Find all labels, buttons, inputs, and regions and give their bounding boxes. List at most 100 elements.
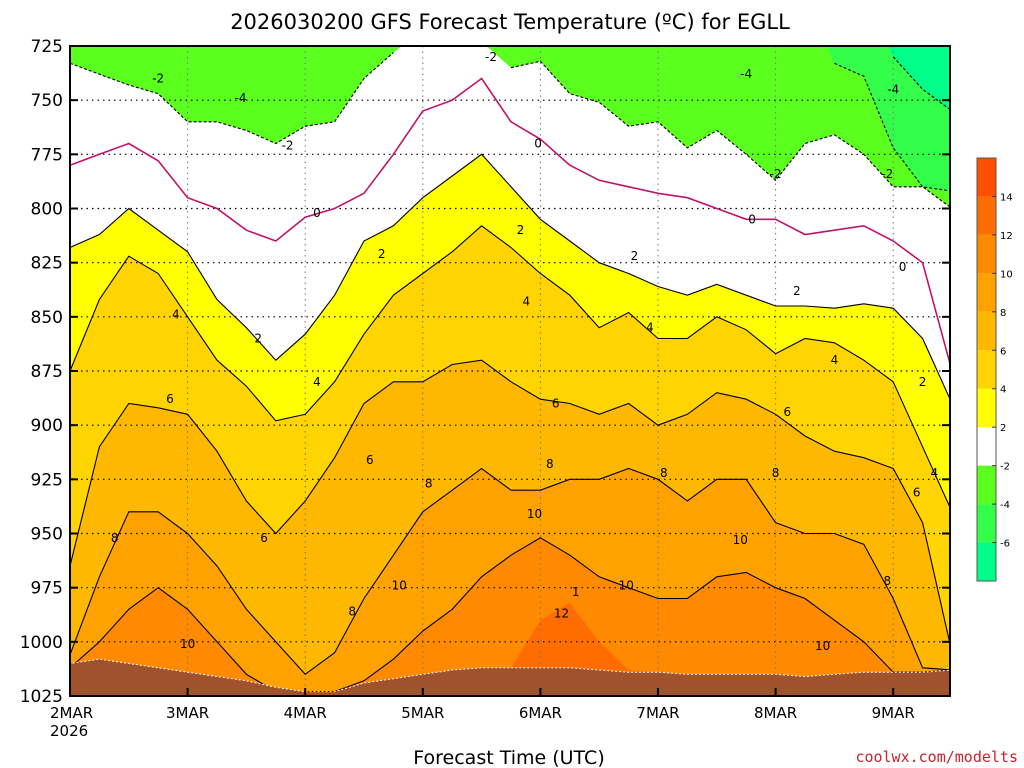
colorbar-bin [977,234,996,274]
chart-title: 2026030200 GFS Forecast Temperature (ºC)… [230,10,790,34]
y-tick-label: 850 [31,308,63,328]
contour-label: 4 [931,466,939,480]
x-tick-label: 8MAR [754,704,797,722]
contour-labels: -2-4-2-2-4-4-2 -2000022222244444466666688… [111,50,938,653]
colorbar-tick-label: 12 [1000,231,1013,242]
contour-label: 2 [631,249,639,263]
x-tick-label: 3MAR [166,704,209,722]
x-tick-label: 2MAR [50,704,93,722]
colorbar-bin [977,350,996,389]
contour-line-6 [70,359,950,647]
colorbar-bin [977,427,996,466]
colorbar-tick-label: 2 [1000,423,1006,434]
plot-area: -2-4-2-2-4-4-2 -2000022222244444466666688… [70,46,950,696]
contour-line--4 [834,62,950,192]
contour-label: 0 [313,206,321,220]
contour-label: 4 [313,375,321,389]
colorbar-tick-label: 8 [1000,308,1006,319]
contour-label: 10 [815,639,830,653]
contour-label: 12 [554,607,569,621]
colorbar-bin [977,311,996,351]
x-tick-sublabel: 2026 [50,722,88,740]
x-tick-label: 4MAR [284,704,327,722]
y-tick-label: 875 [31,362,63,382]
contour-line-0 [70,77,950,367]
y-tick-label: 900 [31,416,63,436]
contour-label: 4 [831,353,839,367]
colorbar-tick-label: -4 [1000,500,1010,511]
contour-line-10 [70,537,950,693]
contour-label: -2 [485,50,497,64]
colorbar-bin [977,504,996,543]
contour-label: 6 [166,392,174,406]
x-tick-label: 7MAR [636,704,679,722]
credit-text[interactable]: coolwx.com/modelts [855,748,1018,766]
colorbar-bin [977,388,996,428]
contour-label: 0 [534,137,542,151]
x-tick-label: 6MAR [519,704,562,722]
y-tick-label: 975 [31,579,63,599]
colorbar-bin [977,273,996,312]
contour-lines [70,52,950,693]
contour-label: -2 [282,139,294,153]
colorbar-tick-label: 14 [1000,192,1013,203]
contour-label: -4 [235,91,247,105]
colorbar-tick-label: 6 [1000,346,1006,357]
x-axis-label: Forecast Time (UTC) [413,747,604,768]
contour-label: 8 [772,466,780,480]
colorbar-tick-label: 4 [1000,385,1006,396]
contour-label: 8 [883,574,891,588]
ground-area [70,658,950,696]
y-tick-label: 800 [31,200,63,220]
grid-lines [70,46,950,696]
temperature-fill-bands [70,46,950,696]
contour-line-8 [70,467,950,676]
contour-label: 8 [546,457,554,471]
colorbar-legend: 14 12 10 8 6 4 2 -2 -4 -6 [976,157,1013,582]
contour-label: 8 [425,477,433,491]
y-tick-label: 750 [31,91,63,111]
contour-label: 0 [748,212,756,226]
colorbar-tick-label: -2 [1000,462,1010,473]
contour-label: 4 [522,295,530,309]
y-tick-label: 725 [31,37,63,57]
colorbar-tick-label: 10 [1000,269,1013,280]
colorbar-bin [977,465,996,505]
contour-line--2 [70,52,950,208]
contour-label: 2 [793,284,801,298]
contour-label: 2 [254,332,262,346]
contour-label: 10 [527,507,542,521]
y-tick-label: 925 [31,470,63,490]
y-tick-label: 1025 [20,687,63,707]
contour-label: 6 [784,405,792,419]
pressure-axis: 7257507758008258508759009259509751000102… [20,37,950,707]
colorbar-frame [976,157,997,582]
contour-label: 8 [348,605,356,619]
contour-line-2 [70,153,950,401]
contour-label: 6 [366,453,374,467]
colorbar-bin [977,158,996,197]
contour-label: 4 [172,308,180,322]
contour-label: 6 [260,531,268,545]
ground-surface [70,658,950,696]
y-tick-label: 1000 [20,633,63,653]
contour-label: 8 [111,531,119,545]
y-tick-label: 950 [31,525,63,545]
contour-label: 2 [378,247,386,261]
contour-label: 10 [180,637,195,651]
contour-label: -2 [152,72,164,86]
x-tick-label: 5MAR [401,704,444,722]
contour-label: 2 [919,375,927,389]
contour-label: -2 [881,167,893,181]
contour-label: 10 [619,579,634,593]
colorbar-tick-label: -6 [1000,539,1010,550]
fill-band-below--6 [888,46,950,110]
colorbar-bin [977,196,996,235]
contour-label: 10 [733,533,748,547]
y-tick-label: 775 [31,145,63,165]
colorbar-bin [977,542,996,581]
contour-label: 10 [392,579,407,593]
contour-label: 6 [913,485,921,499]
